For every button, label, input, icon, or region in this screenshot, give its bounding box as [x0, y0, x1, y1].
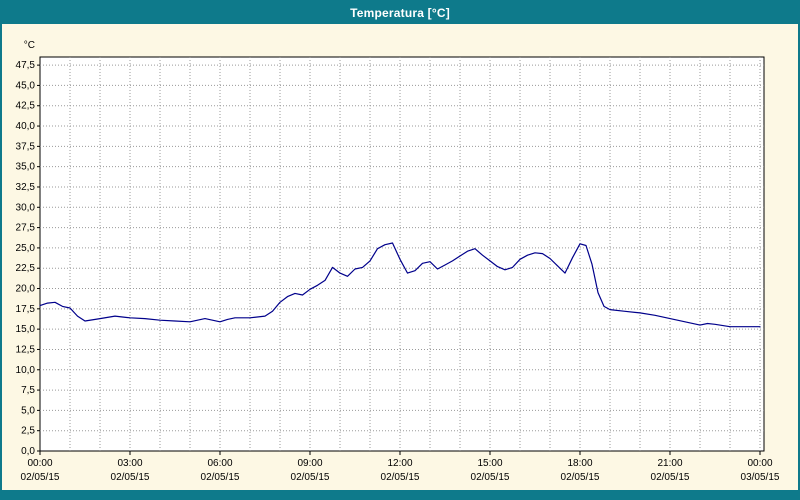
y-tick-label: 27,5: [16, 223, 36, 234]
x-tick-time-label: 18:00: [567, 458, 592, 469]
y-tick-label: 32,5: [16, 182, 36, 193]
x-tick-time-label: 21:00: [657, 458, 682, 469]
y-tick-label: 45,0: [16, 80, 36, 91]
y-tick-label: 17,5: [16, 304, 36, 315]
y-tick-label: 7,5: [21, 385, 35, 396]
y-tick-label: 30,0: [16, 202, 36, 213]
x-tick-time-label: 12:00: [387, 458, 412, 469]
x-tick-time-label: 00:00: [27, 458, 52, 469]
x-tick-time-label: 09:00: [297, 458, 322, 469]
y-tick-label: 35,0: [16, 162, 36, 173]
y-tick-label: 2,5: [21, 426, 35, 437]
x-tick-date-label: 02/05/15: [111, 472, 150, 483]
x-tick-date-label: 02/05/15: [201, 472, 240, 483]
y-tick-label: 12,5: [16, 344, 36, 355]
x-tick-time-label: 00:00: [747, 458, 772, 469]
chart-area: 0,0 2,5 5,0 7,5 10,0 12,5 15,0 17,5 20,0 22,5 25,0…: [2, 24, 798, 490]
x-tick-date-label: 02/05/15: [651, 472, 690, 483]
x-tick-time-label: 15:00: [477, 458, 502, 469]
y-tick-label: 20,0: [16, 284, 36, 295]
x-tick-date-label: 02/05/15: [381, 472, 420, 483]
x-tick-date-label: 02/05/15: [561, 472, 600, 483]
y-tick-label: 15,0: [16, 324, 36, 335]
plot-background: [39, 56, 765, 452]
y-axis-unit-label: °C: [24, 40, 35, 51]
y-tick-label: 0,0: [21, 446, 35, 457]
y-tick-label: 22,5: [16, 263, 36, 274]
series-line-temperatura: [39, 242, 761, 328]
y-tick-label: 47,5: [16, 60, 36, 71]
x-tick-time-label: 06:00: [207, 458, 232, 469]
x-tick-time-label: 03:00: [117, 458, 142, 469]
x-tick-date-label: 02/05/15: [291, 472, 330, 483]
y-tick-label: 10,0: [16, 365, 36, 376]
y-tick-label: 5,0: [21, 405, 35, 416]
y-tick-label: 25,0: [16, 243, 36, 254]
x-tick-date-label: 02/05/15: [21, 472, 60, 483]
y-tick-label: 42,5: [16, 101, 36, 112]
window-title: Temperatura [°C]: [350, 6, 450, 20]
y-tick-label: 37,5: [16, 141, 36, 152]
x-tick-date-label: 03/05/15: [741, 472, 780, 483]
window-title-bar: Temperatura [°C]: [2, 2, 798, 24]
y-tick-label: 40,0: [16, 121, 36, 132]
x-tick-date-label: 02/05/15: [471, 472, 510, 483]
temperature-chart: 0,0 2,5 5,0 7,5 10,0 12,5 15,0 17,5 20,0 22,5 25,0…: [16, 40, 780, 483]
window-bottom-bar: [2, 490, 798, 498]
